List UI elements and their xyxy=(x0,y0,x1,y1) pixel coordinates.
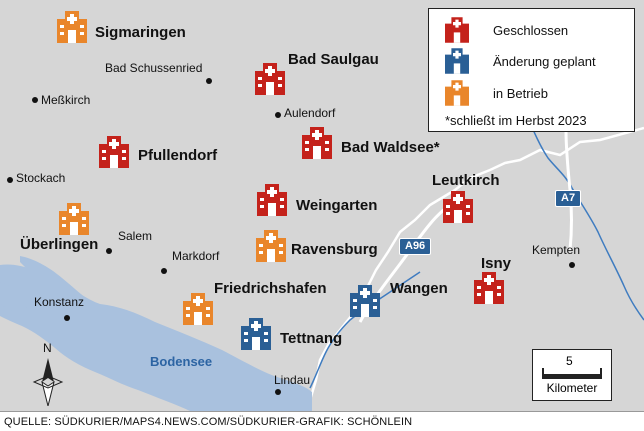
river-iller xyxy=(527,117,644,321)
town-label: Konstanz xyxy=(34,295,85,309)
legend-label: in Betrieb xyxy=(493,86,548,101)
town-label: Aulendorf xyxy=(284,106,336,120)
hospital-icon xyxy=(99,136,129,168)
town-label: Markdorf xyxy=(172,249,220,263)
hospital-label: Tettnang xyxy=(280,330,343,347)
blue-hospital-icon xyxy=(445,48,469,74)
hospital-label: Weingarten xyxy=(296,197,378,214)
hospital-label: Bad Waldsee* xyxy=(341,139,440,156)
hospital-icon xyxy=(183,293,213,325)
hospital-icon xyxy=(257,184,287,216)
orange-hospital-icon xyxy=(445,80,469,106)
lake-label: Bodensee xyxy=(150,354,213,369)
hospital-label: Ravensburg xyxy=(291,241,378,258)
legend-label: Änderung geplant xyxy=(493,54,596,69)
hospital-icon xyxy=(443,191,473,223)
hospital-label: Bad Saulgau xyxy=(288,51,379,68)
scale-ruler xyxy=(542,368,602,379)
town-dot xyxy=(275,112,281,118)
town-label: Salem xyxy=(118,229,153,243)
hospital-icon xyxy=(59,203,89,235)
scale-bar: 5 Kilometer xyxy=(532,349,612,401)
source-text: QUELLE: SÜDKURIER/MAPS4.NEWS.COM/SÜDKURI… xyxy=(4,416,413,428)
town-label: Meßkirch xyxy=(41,93,91,107)
hospital-icon xyxy=(241,318,271,350)
town-dot xyxy=(569,262,575,268)
town-dot xyxy=(32,97,38,103)
untersee-lake xyxy=(0,282,27,312)
town-dot xyxy=(161,268,167,274)
legend-note: *schließt im Herbst 2023 xyxy=(445,113,587,128)
legend-label: Geschlossen xyxy=(493,23,569,38)
highway-sign-a7: A7 xyxy=(555,190,582,207)
north-label: N xyxy=(43,341,52,355)
hospital-label: Pfullendorf xyxy=(138,147,218,164)
hospital-icon xyxy=(255,63,285,95)
red-hospital-icon xyxy=(445,17,469,43)
hospital-icon xyxy=(474,272,504,304)
hospital-label: Sigmaringen xyxy=(95,24,186,41)
hospital-icon xyxy=(302,127,332,159)
town-dot xyxy=(7,177,13,183)
hospital-label: Leutkirch xyxy=(432,172,500,189)
town-label: Bad Schussenried xyxy=(105,61,203,75)
town-dot xyxy=(206,78,212,84)
town-label: Stockach xyxy=(16,171,66,185)
hospital-label: Friedrichshafen xyxy=(214,280,327,297)
source-footer: QUELLE: SÜDKURIER/MAPS4.NEWS.COM/SÜDKURI… xyxy=(0,411,644,431)
hospital-icon xyxy=(256,230,286,262)
town-dot xyxy=(64,315,70,321)
overlinger-see xyxy=(20,256,92,306)
hospital-label: Isny xyxy=(481,255,512,272)
river-argen xyxy=(309,271,421,389)
town-label: Lindau xyxy=(274,373,311,387)
hospital-icon xyxy=(350,285,380,317)
highway-sign-a96: A96 xyxy=(399,238,432,255)
town-dot xyxy=(275,389,281,395)
north-arrow-icon: N xyxy=(32,341,64,406)
hospital-label: Wangen xyxy=(390,280,448,297)
town-dot xyxy=(106,248,112,254)
scale-value: 5 xyxy=(566,354,573,368)
hospital-icon xyxy=(57,11,87,43)
town-label: Kempten xyxy=(532,243,581,257)
hospital-label: Überlingen xyxy=(20,236,99,253)
legend: Geschlossen Änderung geplant in Betrieb … xyxy=(428,8,635,132)
scale-unit: Kilometer xyxy=(546,381,598,395)
